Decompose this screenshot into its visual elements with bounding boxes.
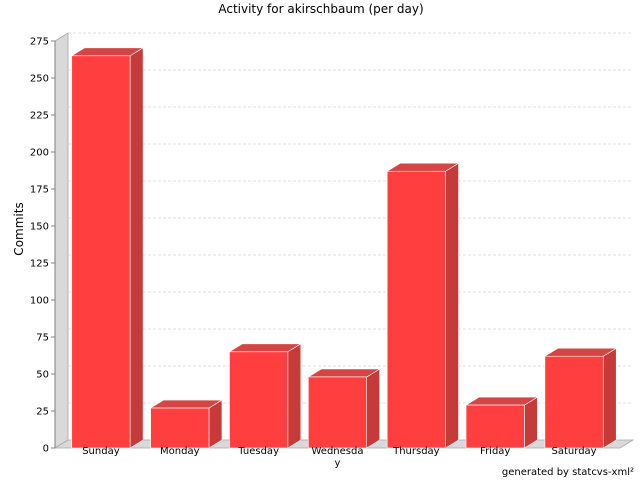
y-axis-label: Commits <box>12 202 26 255</box>
bar-top <box>543 347 618 357</box>
y-tick-labels: 0 25 50 75 100 125 150 175 200 225 250 275 <box>30 37 49 455</box>
grid-lines <box>68 32 633 404</box>
bar <box>543 347 618 449</box>
bar-front <box>308 376 367 449</box>
bar-top <box>70 47 145 57</box>
chart-title: Activity for akirschbaum (per day) <box>218 2 423 16</box>
y-tick-label: 75 <box>36 333 49 344</box>
bars <box>70 47 618 449</box>
x-tick-label: Sunday <box>82 446 119 457</box>
bar-top <box>464 396 539 406</box>
bar <box>464 396 539 449</box>
bar-top <box>307 368 381 378</box>
y-tick-label: 150 <box>30 222 49 233</box>
bar-side <box>524 396 538 449</box>
generator-credit: generated by statcvs-xml² <box>502 467 634 478</box>
bar-top <box>149 399 224 409</box>
bar-top <box>228 343 302 353</box>
y-tick-label: 250 <box>30 74 49 85</box>
bar <box>149 399 224 449</box>
x-tick-label: Tuesday <box>237 446 279 457</box>
x-tick-label: y <box>335 458 341 469</box>
y-tick-label: 100 <box>30 296 49 307</box>
y-tick-label: 0 <box>43 444 49 455</box>
bar <box>228 343 302 449</box>
bar <box>386 162 460 449</box>
axes <box>51 40 56 449</box>
bar-side <box>129 47 144 449</box>
bar-front <box>71 55 131 449</box>
bar-front <box>544 355 604 449</box>
bar-front <box>465 404 525 449</box>
bar-front <box>150 407 210 449</box>
y-tick-label: 275 <box>30 37 49 48</box>
bar-front <box>386 170 446 449</box>
bar-top <box>386 162 460 172</box>
bar-side <box>287 343 302 449</box>
x-tick-label: Wednesda <box>312 446 364 457</box>
bar-side <box>208 399 223 449</box>
bar-side <box>366 368 380 449</box>
x-tick-label: Thursday <box>392 446 440 457</box>
y-tick-label: 125 <box>30 259 49 270</box>
y-tick-label: 200 <box>30 148 49 159</box>
x-tick-label: Monday <box>160 446 200 457</box>
bar <box>307 368 381 449</box>
y-tick-label: 225 <box>30 111 49 122</box>
bar-side <box>602 347 617 449</box>
y-tick-label: 175 <box>30 185 49 196</box>
y-tick-label: 50 <box>36 370 49 381</box>
x-tick-label: Friday <box>480 446 510 457</box>
bar-front <box>229 351 289 449</box>
y-tick-label: 25 <box>36 407 49 418</box>
bar <box>70 47 145 449</box>
bar-side <box>445 162 459 449</box>
x-tick-label: Saturday <box>552 446 597 457</box>
plot-left-wall <box>54 32 69 449</box>
